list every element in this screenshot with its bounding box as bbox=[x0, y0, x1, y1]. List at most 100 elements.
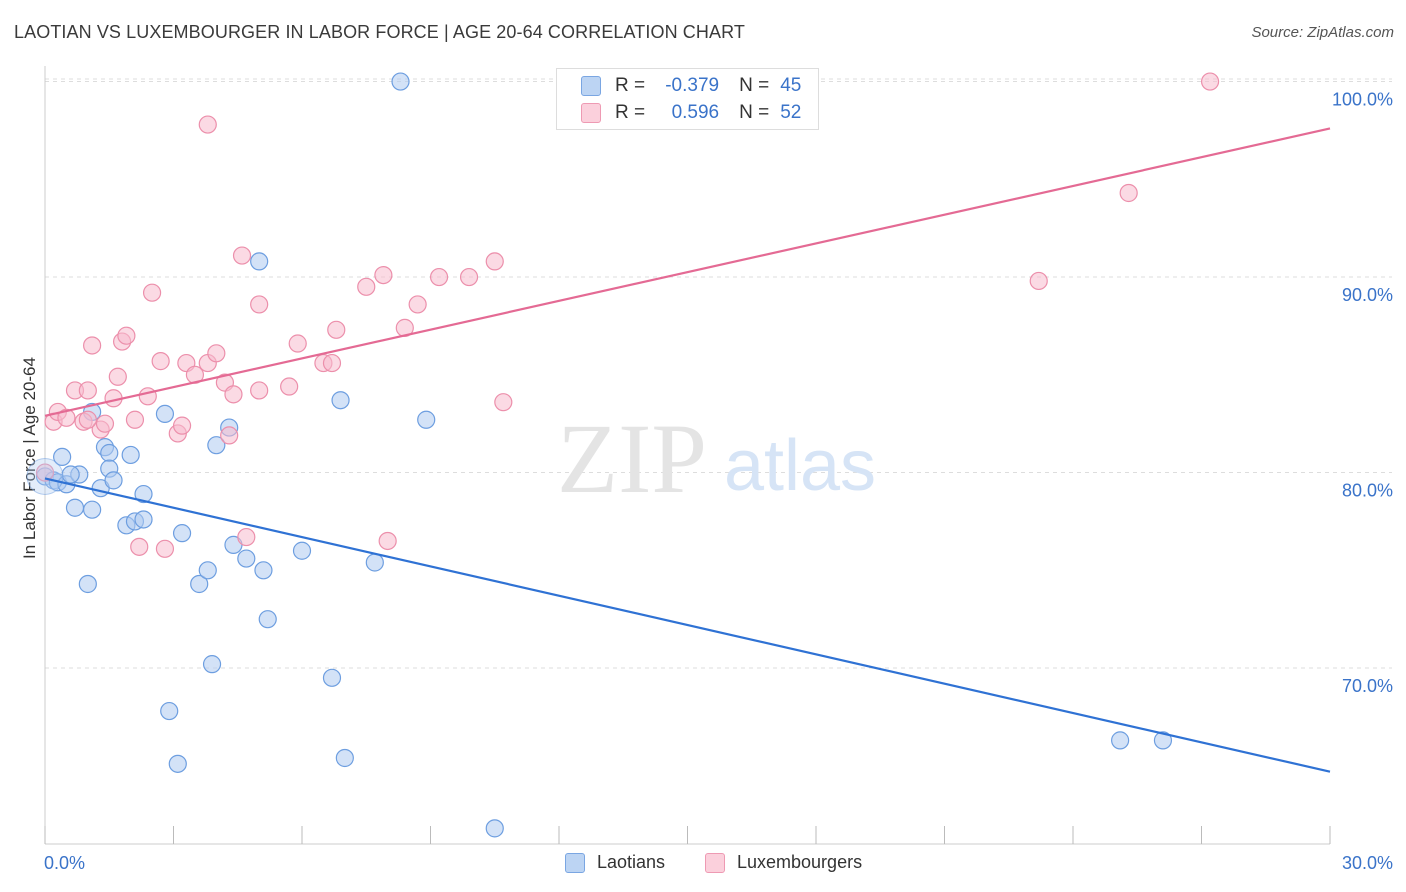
n-value: 52 bbox=[780, 102, 802, 123]
point-luxembourgers bbox=[327, 320, 346, 339]
point-luxembourgers bbox=[1119, 183, 1138, 203]
point-laotians bbox=[104, 471, 123, 490]
point-luxembourgers bbox=[130, 537, 149, 556]
point-luxembourgers bbox=[172, 416, 192, 435]
point-luxembourgers bbox=[224, 385, 243, 404]
y-tick-label: 70.0% bbox=[1342, 676, 1393, 696]
point-laotians bbox=[207, 436, 226, 455]
point-luxembourgers bbox=[250, 381, 269, 400]
legend-swatch-luxembourgers bbox=[705, 852, 725, 873]
tick-labels: 70.0% 80.0% 90.0% 100.0% 0.0% 30.0% bbox=[44, 90, 1393, 873]
point-laotians bbox=[100, 443, 119, 463]
point-luxembourgers bbox=[35, 463, 55, 482]
swatch-luxembourgers bbox=[581, 103, 601, 123]
n-label: N = bbox=[739, 102, 770, 123]
point-laotians bbox=[237, 549, 256, 568]
watermark-zip: ZIP bbox=[557, 403, 707, 514]
series-legend: Laotians Luxembourgers bbox=[0, 852, 1406, 878]
gridlines bbox=[45, 78, 1392, 669]
point-luxembourgers bbox=[357, 277, 376, 296]
point-luxembourgers bbox=[459, 267, 479, 287]
point-laotians bbox=[198, 561, 217, 580]
point-laotians bbox=[292, 541, 312, 560]
point-laotians bbox=[250, 252, 269, 271]
y-tick-label: 100.0% bbox=[1332, 90, 1393, 110]
chart-title: LAOTIAN VS LUXEMBOURGER IN LABOR FORCE |… bbox=[14, 22, 745, 42]
point-laotians bbox=[417, 410, 436, 429]
point-luxembourgers bbox=[429, 267, 449, 287]
point-laotians bbox=[155, 404, 175, 423]
point-laotians bbox=[61, 465, 80, 484]
watermark-atlas: atlas bbox=[724, 426, 876, 506]
point-laotians bbox=[65, 498, 85, 517]
point-luxembourgers bbox=[378, 531, 397, 551]
r-label: R = bbox=[615, 75, 646, 96]
trend-line-laotians bbox=[44, 477, 1331, 773]
point-luxembourgers bbox=[1200, 72, 1220, 91]
r-label: R = bbox=[615, 102, 646, 123]
point-laotians bbox=[134, 510, 153, 529]
stats-row-luxembourgers: R = 0.596 N = 52 bbox=[581, 100, 801, 126]
point-luxembourgers bbox=[232, 246, 252, 265]
point-luxembourgers bbox=[288, 334, 307, 353]
point-luxembourgers bbox=[108, 367, 127, 386]
point-luxembourgers bbox=[198, 115, 217, 134]
legend-item-luxembourgers[interactable]: Luxembourgers bbox=[705, 852, 862, 873]
n-value: 45 bbox=[780, 75, 802, 96]
point-luxembourgers bbox=[83, 336, 102, 355]
point-luxembourgers bbox=[408, 295, 427, 314]
trend-lines bbox=[44, 127, 1331, 773]
point-luxembourgers bbox=[494, 393, 513, 412]
r-value: -0.379 bbox=[665, 75, 720, 96]
stats-legend: R = -0.379 N = 45 R = 0.596 N = 52 bbox=[556, 68, 819, 130]
point-luxembourgers bbox=[220, 426, 239, 445]
point-laotians bbox=[258, 610, 277, 629]
point-laotians bbox=[83, 500, 102, 519]
point-laotians-cluster bbox=[26, 457, 64, 495]
point-luxembourgers bbox=[374, 265, 393, 285]
x-tick-label: 0.0% bbox=[44, 853, 85, 873]
legend-label-luxembourgers: Luxembourgers bbox=[737, 852, 863, 872]
point-laotians bbox=[254, 561, 273, 580]
legend-label-laotians: Laotians bbox=[597, 852, 666, 872]
point-luxembourgers bbox=[280, 377, 299, 396]
x-tick-label: 30.0% bbox=[1342, 853, 1393, 873]
point-laotians bbox=[202, 655, 222, 674]
point-laotians bbox=[78, 574, 97, 594]
point-laotians bbox=[322, 668, 342, 687]
point-laotians bbox=[168, 754, 187, 773]
point-luxembourgers bbox=[138, 387, 157, 406]
point-luxembourgers bbox=[95, 414, 115, 433]
point-laotians bbox=[172, 524, 192, 543]
point-luxembourgers bbox=[1029, 271, 1048, 291]
point-luxembourgers bbox=[322, 353, 342, 373]
point-luxembourgers bbox=[250, 295, 269, 314]
point-laotians bbox=[331, 391, 350, 410]
n-label: N = bbox=[739, 75, 770, 96]
point-luxembourgers bbox=[155, 539, 175, 558]
point-laotians bbox=[365, 553, 384, 572]
point-luxembourgers bbox=[117, 326, 136, 345]
point-luxembourgers bbox=[78, 381, 97, 400]
point-luxembourgers bbox=[57, 408, 76, 427]
data-points bbox=[26, 72, 1220, 838]
point-laotians bbox=[335, 748, 354, 768]
point-laotians bbox=[53, 447, 72, 467]
legend-item-laotians[interactable]: Laotians bbox=[565, 852, 665, 873]
point-luxembourgers bbox=[207, 344, 226, 363]
point-luxembourgers bbox=[237, 527, 256, 547]
point-laotians bbox=[190, 574, 209, 594]
point-luxembourgers bbox=[142, 283, 162, 302]
point-luxembourgers bbox=[125, 410, 145, 429]
point-laotians bbox=[485, 819, 504, 838]
point-laotians bbox=[1153, 731, 1173, 750]
point-laotians bbox=[160, 701, 179, 721]
watermark: ZIP atlas bbox=[557, 403, 876, 514]
source-label: Source: ZipAtlas.com bbox=[1251, 24, 1394, 41]
swatch-laotians bbox=[581, 76, 601, 96]
point-laotians bbox=[391, 72, 410, 91]
legend-swatch-laotians bbox=[565, 852, 585, 873]
r-value: 0.596 bbox=[671, 102, 720, 123]
point-laotians bbox=[1111, 731, 1130, 750]
point-luxembourgers bbox=[485, 252, 504, 271]
